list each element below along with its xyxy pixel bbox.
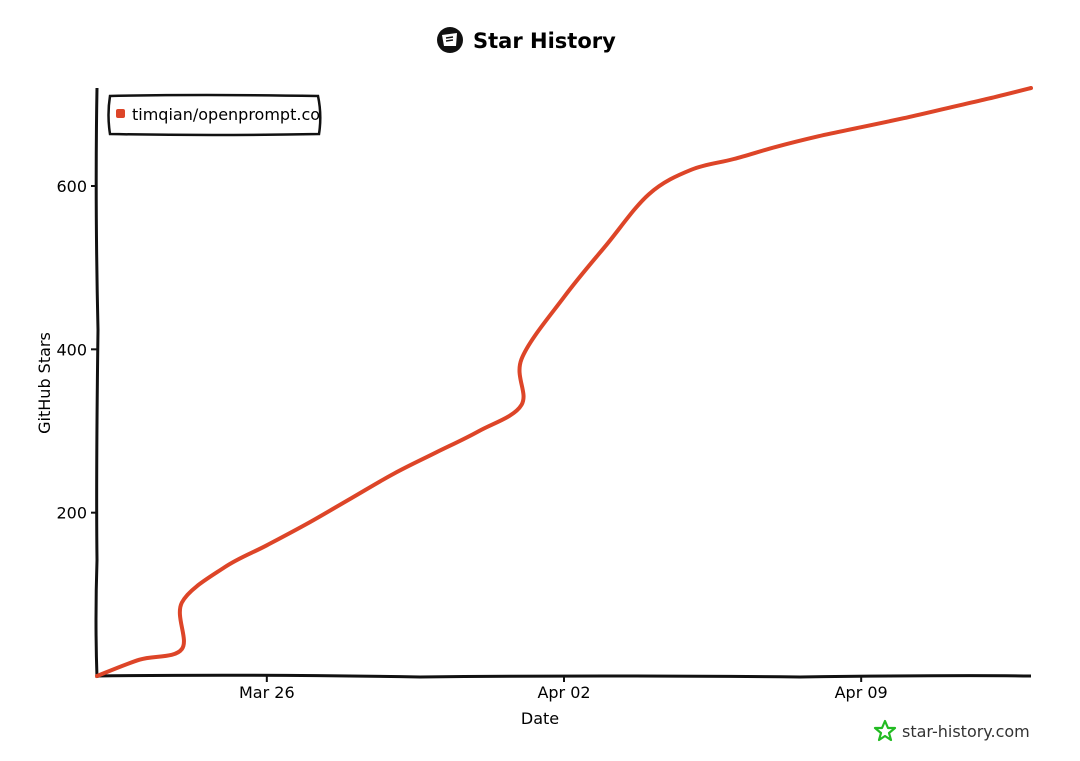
legend: timqian/openprompt.co: [107, 93, 322, 137]
x-tick-label: Mar 26: [239, 683, 295, 702]
x-tick-label: Apr 09: [835, 683, 888, 702]
watermark-text: star-history.com: [902, 722, 1030, 741]
x-ticks: Mar 26 Apr 02 Apr 09: [239, 676, 888, 702]
y-ticks: 200 400 600: [56, 177, 97, 523]
chart-title-text: Star History: [473, 29, 616, 53]
x-axis-label: Date: [521, 709, 559, 728]
y-axis: [94, 87, 100, 679]
legend-swatch: [116, 109, 125, 118]
watermark[interactable]: star-history.com: [873, 719, 1030, 742]
star-history-logo-icon: [437, 27, 463, 53]
x-axis: [96, 673, 1032, 679]
chart-title: Star History: [437, 27, 616, 53]
series-line: [95, 86, 1033, 678]
legend-label: timqian/openprompt.co: [132, 105, 320, 124]
star-icon: [873, 719, 897, 742]
y-tick-label: 400: [56, 340, 87, 359]
y-tick-label: 600: [56, 177, 87, 196]
legend-box: [107, 93, 322, 137]
x-tick-label: Apr 02: [537, 683, 590, 702]
y-tick-label: 200: [56, 504, 87, 523]
y-axis-label: GitHub Stars: [35, 332, 54, 434]
